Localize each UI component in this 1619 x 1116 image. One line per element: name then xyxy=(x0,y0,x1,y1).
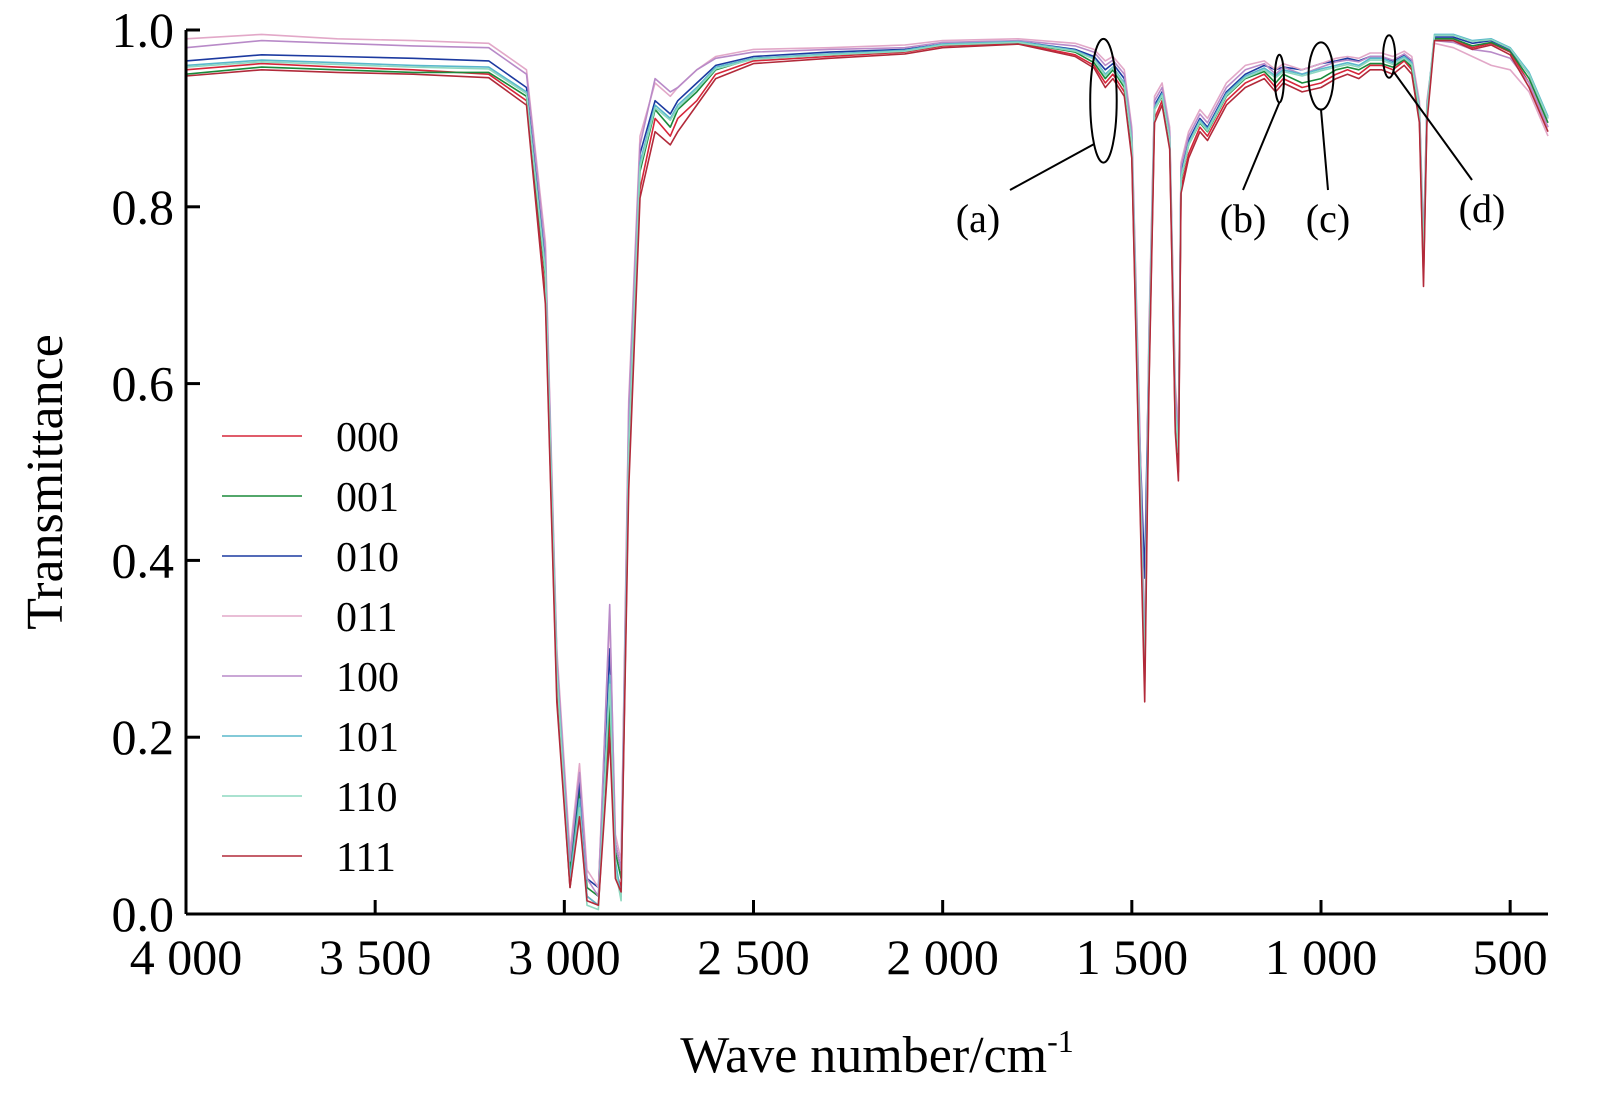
x-tick-label: 2 500 xyxy=(697,929,810,985)
x-tick-label: 3 500 xyxy=(319,929,432,985)
annotation-label: (b) xyxy=(1220,196,1267,241)
annotation-label: (a) xyxy=(956,196,1000,241)
y-tick-label: 0.2 xyxy=(112,709,175,765)
annotation-leader xyxy=(1009,143,1095,191)
x-tick-label: 3 000 xyxy=(508,929,621,985)
x-tick-label: 1 000 xyxy=(1265,929,1378,985)
annotation-ellipse xyxy=(1089,37,1118,164)
legend-label: 010 xyxy=(336,535,399,581)
legend-label: 101 xyxy=(336,715,399,761)
y-axis-title: Transmittance xyxy=(17,334,74,630)
y-tick-label: 0.0 xyxy=(112,886,175,942)
x-axis-title-text: Wave number/cm xyxy=(680,1027,1047,1084)
y-tick-label: 0.8 xyxy=(112,179,175,235)
series-line-001 xyxy=(185,38,1549,898)
x-tick-label: 500 xyxy=(1473,929,1548,985)
y-ticks: 0.0 0.2 0.4 0.6 0.8 1.0 xyxy=(112,2,200,942)
annotation-leader xyxy=(1242,102,1281,191)
annotation-layer: (a) (b) (c) (d) xyxy=(956,34,1506,241)
annotation-leader xyxy=(1320,109,1329,191)
series-layer xyxy=(185,33,1549,911)
series-line-111 xyxy=(185,39,1549,906)
legend-label: 001 xyxy=(336,475,399,521)
annotation-label: (d) xyxy=(1459,186,1506,231)
legend-label: 000 xyxy=(336,415,399,461)
annotation-ellipse xyxy=(1382,34,1397,79)
x-tick-label: 1 500 xyxy=(1076,929,1189,985)
y-tick-label: 0.4 xyxy=(112,532,175,588)
x-axis-title-superscript: -1 xyxy=(1047,1023,1074,1059)
annotation-ellipse xyxy=(1307,41,1335,111)
legend-label: 111 xyxy=(336,835,396,881)
legend-label: 110 xyxy=(336,775,397,821)
annotation-label: (c) xyxy=(1306,196,1350,241)
legend-label: 011 xyxy=(336,595,397,641)
series-line-100 xyxy=(185,39,1549,898)
y-tick-label: 0.6 xyxy=(112,356,175,412)
y-tick-label: 1.0 xyxy=(112,2,175,58)
annotation-leader xyxy=(1392,70,1473,181)
x-tick-label: 2 000 xyxy=(886,929,999,985)
x-axis-title: Wave number/cm-1 xyxy=(680,1023,1074,1084)
x-tick-label: 4 000 xyxy=(130,929,243,985)
x-ticks: 4 000 3 500 3 000 2 500 2 000 1 500 1 000 500 xyxy=(130,900,1548,985)
legend: 000 001 010 011 100 101 110 111 xyxy=(222,415,399,881)
legend-label: 100 xyxy=(336,655,399,701)
